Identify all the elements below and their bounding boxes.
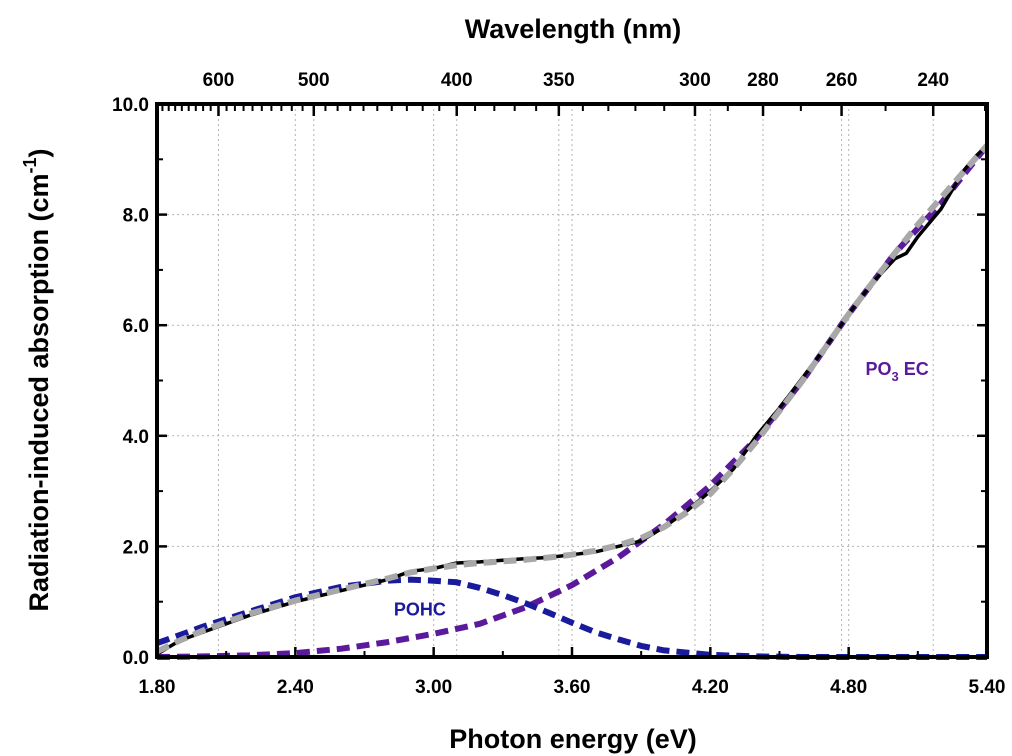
annotation-main: POHC xyxy=(394,600,446,620)
annotation: POHC xyxy=(394,600,446,620)
annotation: PO3 EC xyxy=(865,359,928,384)
axes xyxy=(155,102,989,659)
annotation-sub: 3 xyxy=(891,369,898,384)
y-axis-title-main: Radiation-induced absorption (cm xyxy=(24,174,54,612)
y-tick-label: 0.0 xyxy=(123,648,149,669)
top-tick-label: 600 xyxy=(203,70,235,91)
top-tick-label: 350 xyxy=(543,70,575,91)
top-tick-label: 260 xyxy=(826,70,858,91)
top-tick-label: 400 xyxy=(441,70,473,91)
series-line xyxy=(157,143,987,660)
annotation-tail: EC xyxy=(899,359,929,379)
grid xyxy=(157,104,987,657)
y-axis-title-sup: -1 xyxy=(20,157,40,173)
x-tick-label: 1.80 xyxy=(139,677,176,698)
top-tick-label: 240 xyxy=(917,70,949,91)
top-tick-label: 500 xyxy=(298,70,330,91)
top-tick-label: 280 xyxy=(747,70,779,91)
x-tick-label: 4.20 xyxy=(692,677,729,698)
top-axis-title: Wavelength (nm) xyxy=(465,14,682,44)
x-tick-label: 3.00 xyxy=(415,677,452,698)
y-tick-label: 2.0 xyxy=(123,537,149,558)
y-tick-label: 4.0 xyxy=(123,427,149,448)
x-tick-label: 2.40 xyxy=(277,677,314,698)
x-tick-label: 5.40 xyxy=(969,677,1006,698)
x-tick-label: 4.80 xyxy=(830,677,867,698)
x-tick-label: 3.60 xyxy=(554,677,591,698)
labels: 1.80 2.40 3.00 3.60 4.20 4.80 5.40 0.0 2.0 4.0 6.0… xyxy=(112,70,1005,698)
y-tick-label: 8.0 xyxy=(123,206,149,227)
series-line xyxy=(157,143,987,655)
y-tick-label: 6.0 xyxy=(123,316,149,337)
annotation-main: PO xyxy=(865,359,891,379)
top-tick-label: 300 xyxy=(679,70,711,91)
x-axis-title: Photon energy (eV) xyxy=(449,724,697,754)
y-axis-title: Radiation-induced absorption (cm-1) xyxy=(20,148,54,611)
y-axis-title-close: ) xyxy=(24,148,54,157)
y-tick-label: 10.0 xyxy=(112,95,149,116)
